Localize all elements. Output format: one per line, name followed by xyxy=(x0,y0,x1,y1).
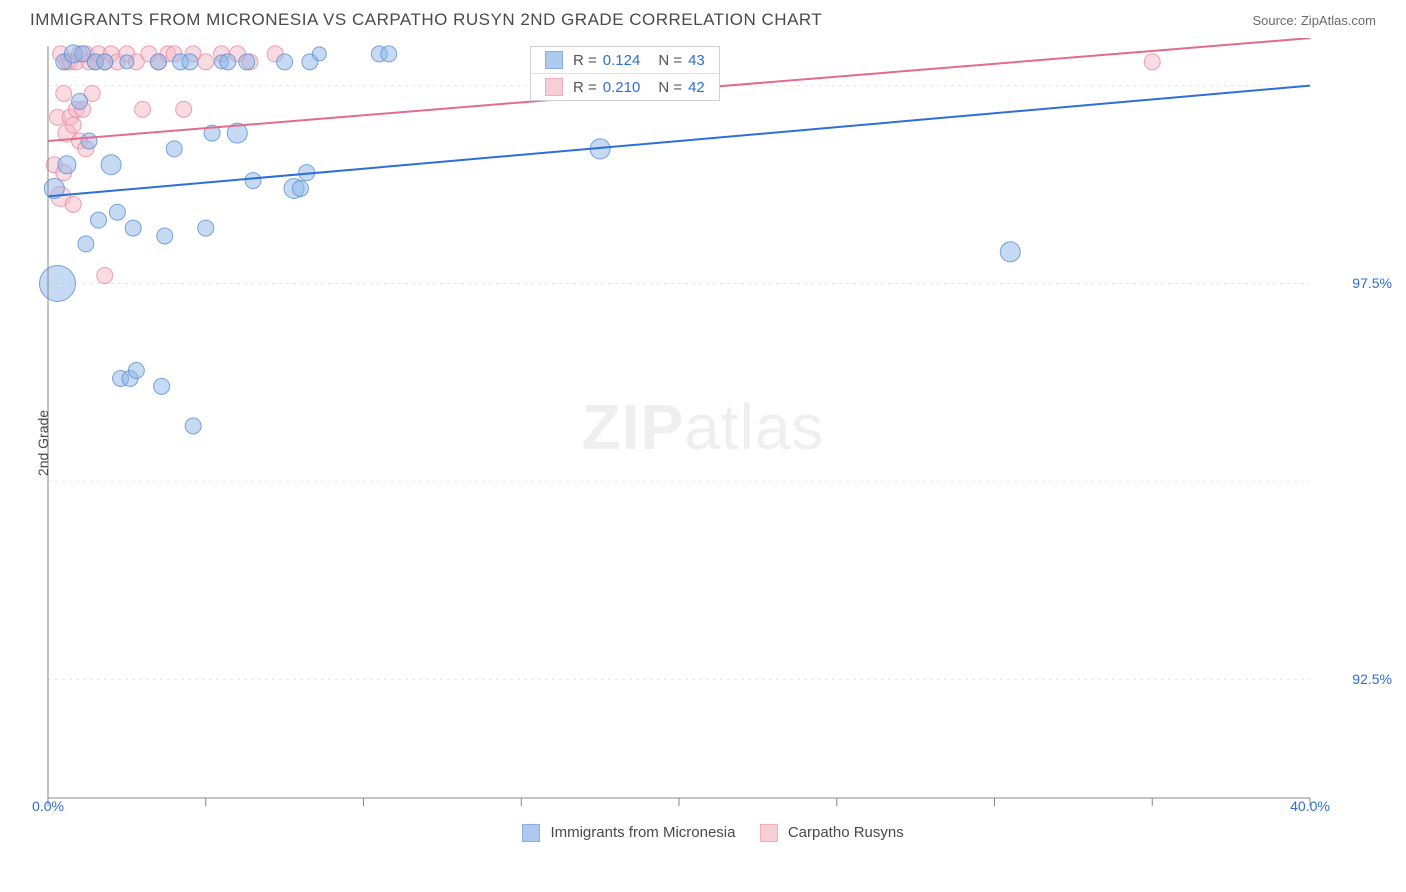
legend: Immigrants from Micronesia Carpatho Rusy… xyxy=(0,824,1406,842)
legend-swatch-b xyxy=(760,824,778,842)
y-tick-label: 92.5% xyxy=(1352,671,1392,687)
series-b-r-value: 0.210 xyxy=(603,79,641,96)
source-attribution: Source: ZipAtlas.com xyxy=(1252,13,1376,28)
series-a-swatch xyxy=(545,51,563,69)
correlation-row-b: R = 0.210 N = 42 xyxy=(531,73,719,100)
legend-label-b: Carpatho Rusyns xyxy=(788,824,904,841)
n-label: N = xyxy=(658,52,682,69)
scatter-plot xyxy=(0,38,1406,848)
y-tick-label: 97.5% xyxy=(1352,275,1392,291)
series-a-n-value: 43 xyxy=(688,52,705,69)
series-a-r-value: 0.124 xyxy=(603,52,641,69)
series-b-n-value: 42 xyxy=(688,79,705,96)
x-tick-label: 0.0% xyxy=(32,798,64,814)
r-label: R = xyxy=(573,79,597,96)
correlation-legend: R = 0.124 N = 43 R = 0.210 N = 42 xyxy=(530,46,720,101)
n-label: N = xyxy=(658,79,682,96)
source-prefix: Source: xyxy=(1252,13,1300,28)
chart-title: IMMIGRANTS FROM MICRONESIA VS CARPATHO R… xyxy=(30,10,822,30)
legend-swatch-a xyxy=(522,824,540,842)
x-tick-label: 40.0% xyxy=(1290,798,1330,814)
series-b-swatch xyxy=(545,78,563,96)
chart-area: 2nd Grade ZIPatlas R = 0.124 N = 43 R = … xyxy=(0,38,1406,848)
y-axis-label: 2nd Grade xyxy=(35,410,51,476)
legend-label-a: Immigrants from Micronesia xyxy=(550,824,735,841)
correlation-row-a: R = 0.124 N = 43 xyxy=(531,47,719,73)
r-label: R = xyxy=(573,52,597,69)
source-link[interactable]: ZipAtlas.com xyxy=(1301,13,1376,28)
